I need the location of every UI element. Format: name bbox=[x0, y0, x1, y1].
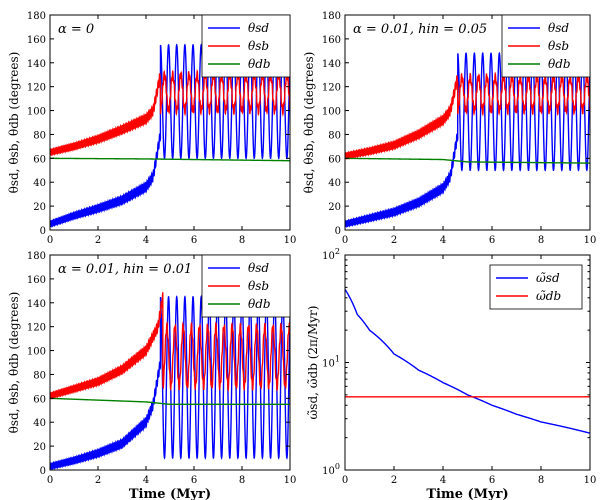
series-line-3 bbox=[345, 157, 590, 164]
panel-annotation: α = 0 bbox=[58, 22, 94, 37]
legend-box bbox=[489, 264, 583, 310]
x-tick-label: 2 bbox=[95, 475, 101, 486]
y-tick-label: 180 bbox=[27, 11, 46, 22]
y-tick-label: 0 bbox=[40, 466, 46, 477]
series-line-2 bbox=[50, 68, 290, 157]
series-line-1 bbox=[345, 288, 590, 434]
y-axis-label: θsd, θsb, θdb (degrees) bbox=[7, 52, 21, 194]
y-tick-label: 180 bbox=[322, 11, 341, 22]
y-tick-label: 160 bbox=[27, 275, 46, 286]
y-tick-label: 180 bbox=[27, 251, 46, 262]
x-tick-label: 4 bbox=[440, 235, 446, 246]
legend-label: θsb bbox=[248, 279, 269, 293]
series-line-2 bbox=[50, 292, 290, 400]
y-tick-label: 120 bbox=[27, 323, 46, 334]
legend-label: θdb bbox=[548, 57, 571, 71]
y-tick-label: 80 bbox=[328, 130, 341, 141]
y-tick-label: 40 bbox=[33, 178, 46, 189]
x-tick-label: 2 bbox=[391, 235, 397, 246]
y-tick-label: 120 bbox=[322, 83, 341, 94]
x-tick-label: 8 bbox=[538, 235, 544, 246]
y-tick-label: 0 bbox=[40, 226, 46, 237]
panel-annotation: α = 0.01, hin = 0.01 bbox=[58, 262, 192, 277]
y-tick-label: 101 bbox=[322, 355, 340, 370]
y-tick-label: 80 bbox=[33, 370, 46, 381]
x-tick-label: 2 bbox=[391, 475, 397, 486]
panel-4: 0 2 4 6 8 10 100 101 102 ω̃sd, ω̃db (2π/Myr) Time … bbox=[306, 247, 596, 500]
y-tick-label: 140 bbox=[27, 59, 46, 70]
x-tick-label: 8 bbox=[239, 235, 245, 246]
plot-frame bbox=[49, 254, 291, 471]
y-tick-label: 100 bbox=[27, 107, 46, 118]
x-tick-label: 10 bbox=[284, 475, 297, 486]
x-tick-label: 0 bbox=[47, 235, 53, 246]
legend-label: θdb bbox=[248, 297, 271, 311]
panel-annotation: α = 0.01, hin = 0.05 bbox=[353, 22, 487, 37]
x-tick-label: 10 bbox=[584, 235, 597, 246]
y-tick-label: 60 bbox=[33, 154, 46, 165]
x-tick-label: 6 bbox=[489, 235, 495, 246]
x-tick-label: 10 bbox=[284, 235, 297, 246]
series-line-3 bbox=[50, 397, 290, 406]
x-tick-label: 6 bbox=[191, 235, 197, 246]
y-tick-label: 0 bbox=[335, 226, 341, 237]
x-tick-label: 4 bbox=[143, 235, 149, 246]
y-tick-label: 20 bbox=[33, 442, 46, 453]
series-line-3 bbox=[50, 157, 290, 162]
x-tick-label: 8 bbox=[239, 475, 245, 486]
x-tick-label: 8 bbox=[538, 475, 544, 486]
series-line-2 bbox=[345, 70, 590, 160]
y-axis-label: θsd, θsb, θdb (degrees) bbox=[302, 52, 316, 194]
y-tick-label: 102 bbox=[322, 247, 340, 262]
x-tick-label: 4 bbox=[143, 475, 149, 486]
x-tick-label: 0 bbox=[47, 475, 53, 486]
x-axis-label: Time (Myr) bbox=[129, 487, 211, 500]
x-tick-label: 4 bbox=[440, 475, 446, 486]
x-axis-label: Time (Myr) bbox=[426, 487, 508, 500]
legend-label: ω̃sd bbox=[536, 271, 560, 285]
y-axis-label: ω̃sd, ω̃db (2π/Myr) bbox=[306, 306, 320, 420]
y-tick-label: 60 bbox=[33, 394, 46, 405]
y-tick-label: 100 bbox=[27, 347, 46, 358]
legend-label: θsd bbox=[248, 261, 269, 275]
x-tick-label: 10 bbox=[584, 475, 597, 486]
y-tick-label: 140 bbox=[27, 299, 46, 310]
x-tick-label: 6 bbox=[191, 475, 197, 486]
legend-label: θdb bbox=[248, 57, 271, 71]
legend-label: θsb bbox=[248, 39, 269, 53]
y-tick-label: 100 bbox=[322, 462, 340, 477]
y-tick-label: 120 bbox=[27, 83, 46, 94]
y-tick-label: 160 bbox=[27, 35, 46, 46]
y-tick-label: 160 bbox=[322, 35, 341, 46]
legend-label: θsb bbox=[548, 39, 569, 53]
y-tick-label: 140 bbox=[322, 59, 341, 70]
y-tick-label: 20 bbox=[328, 202, 341, 213]
y-tick-label: 40 bbox=[328, 178, 341, 189]
y-axis-label: θsd, θsb, θdb (degrees) bbox=[7, 292, 21, 434]
legend-label: ω̃db bbox=[536, 289, 561, 303]
y-tick-label: 20 bbox=[33, 202, 46, 213]
y-tick-label: 80 bbox=[33, 130, 46, 141]
legend-label: θsd bbox=[548, 21, 569, 35]
x-tick-label: 2 bbox=[95, 235, 101, 246]
y-tick-label: 40 bbox=[33, 418, 46, 429]
x-tick-label: 0 bbox=[342, 235, 348, 246]
legend-label: θsd bbox=[248, 21, 269, 35]
y-tick-label: 100 bbox=[322, 107, 341, 118]
plot-frame bbox=[344, 14, 591, 231]
plot-frame bbox=[49, 14, 291, 231]
x-tick-label: 0 bbox=[342, 475, 348, 486]
x-tick-label: 6 bbox=[489, 475, 495, 486]
y-tick-label: 60 bbox=[328, 154, 341, 165]
